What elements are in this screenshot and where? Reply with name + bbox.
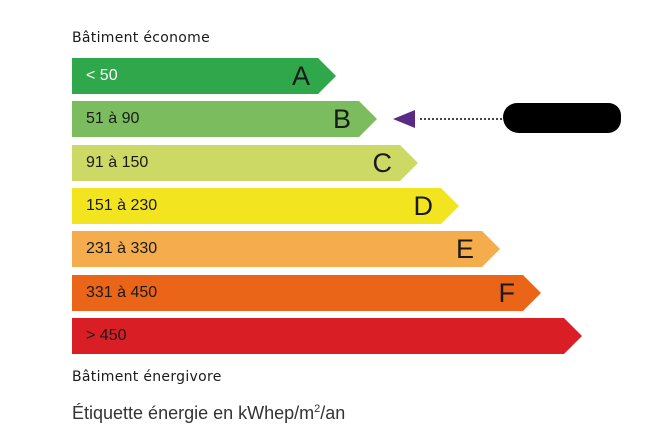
bar-tip <box>441 188 459 224</box>
energy-class-c: 91 à 150 C <box>72 145 418 181</box>
energy-class-e: 231 à 330 E <box>72 231 500 267</box>
bar-tip <box>523 275 541 311</box>
bar-tip <box>400 145 418 181</box>
redacted-value <box>503 103 621 133</box>
bar-tip <box>564 318 582 354</box>
class-range: > 450 <box>86 327 127 344</box>
class-letter: D <box>413 191 434 221</box>
bar-tip <box>359 101 377 137</box>
unit-caption: Étiquette énergie en kWhep/m2/an <box>72 400 572 426</box>
bottom-label: Bâtiment énergivore <box>72 369 222 385</box>
class-range: < 50 <box>86 67 118 84</box>
caption-suffix: /an <box>320 403 346 423</box>
energy-class-d: 151 à 230 D <box>72 188 459 224</box>
energy-class-f: 331 à 450 F <box>72 275 541 311</box>
energy-class-b: 51 à 90 B <box>72 101 377 137</box>
class-range: 331 à 450 <box>86 284 158 301</box>
class-letter: A <box>291 61 310 91</box>
bar-tip <box>482 231 500 267</box>
energy-class-g: > 450 <box>72 318 582 354</box>
class-range: 91 à 150 <box>86 154 149 171</box>
class-letter: C <box>372 148 393 178</box>
class-letter: E <box>455 234 474 264</box>
top-label: Bâtiment économe <box>72 30 210 46</box>
energy-class-a: < 50 A <box>72 58 336 94</box>
caption-sup: 2 <box>314 403 321 415</box>
bar-tip <box>318 58 336 94</box>
caption-text: Étiquette énergie en kWhep/m <box>72 403 315 423</box>
class-range: 51 à 90 <box>86 110 140 127</box>
class-letter: F <box>498 278 516 308</box>
class-letter: B <box>332 104 351 134</box>
rating-indicator-arrow-icon <box>393 110 415 128</box>
class-range: 151 à 230 <box>86 197 158 214</box>
indicator-dotted-line <box>420 118 502 120</box>
class-range: 231 à 330 <box>86 240 158 257</box>
